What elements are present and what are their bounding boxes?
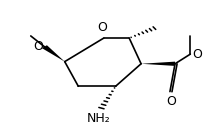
Text: NH₂: NH₂: [87, 112, 111, 125]
Text: O: O: [167, 95, 177, 108]
Polygon shape: [42, 45, 65, 62]
Polygon shape: [141, 62, 175, 66]
Text: O: O: [33, 40, 43, 53]
Text: O: O: [97, 21, 107, 34]
Text: O: O: [192, 48, 202, 61]
